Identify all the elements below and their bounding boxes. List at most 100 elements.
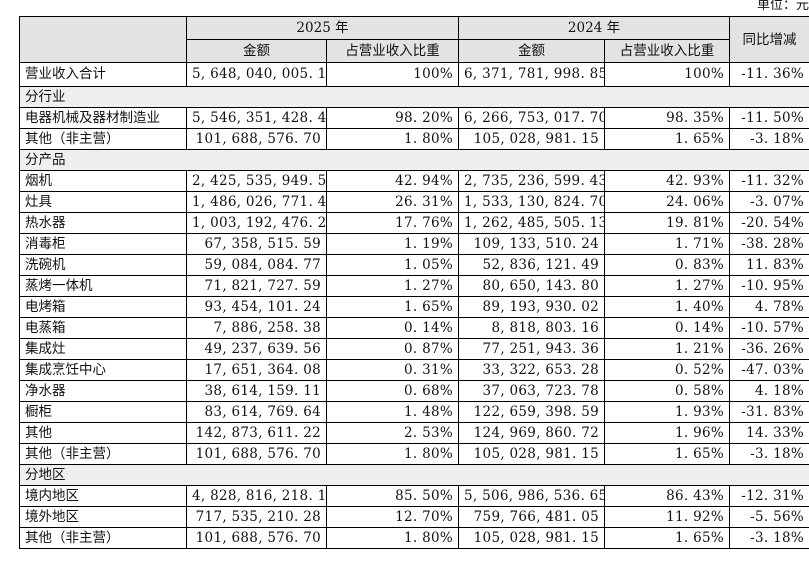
growth-value: -10. 95% bbox=[729, 275, 809, 297]
ratio-2024: 1. 65% bbox=[604, 527, 730, 549]
table-row: 电烤箱 93, 454, 101. 24 1. 65% 89, 193, 930. 0… bbox=[19, 296, 809, 318]
amount-2024: 109, 133, 510. 24 bbox=[458, 233, 605, 255]
header-blank bbox=[19, 16, 187, 63]
growth-value: -38. 28% bbox=[729, 233, 809, 255]
ratio-2024: 1. 96% bbox=[604, 422, 730, 444]
ratio-2025: 0. 31% bbox=[326, 359, 459, 381]
amount-2025: 83, 614, 769. 64 bbox=[186, 401, 327, 423]
amount-2024: 1, 533, 130, 824. 70 bbox=[458, 191, 605, 213]
header-year-2024: 2024 年 bbox=[458, 16, 730, 40]
ratio-2024: 1. 65% bbox=[604, 128, 730, 150]
growth-value: -12. 31% bbox=[729, 485, 809, 507]
section-header-row: 分地区 bbox=[19, 464, 809, 486]
ratio-2024: 1. 40% bbox=[604, 296, 730, 318]
ratio-2025: 42. 94% bbox=[326, 170, 459, 192]
row-label: 洗碗机 bbox=[19, 254, 187, 276]
ratio-2025: 26. 31% bbox=[326, 191, 459, 213]
ratio-2024: 98. 35% bbox=[604, 107, 730, 129]
amount-2025: 717, 535, 210. 28 bbox=[186, 506, 327, 528]
ratio-2025: 1. 65% bbox=[326, 296, 459, 318]
ratio-2024: 1. 27% bbox=[604, 275, 730, 297]
growth-value: -47. 03% bbox=[729, 359, 809, 381]
ratio-2024: 1. 93% bbox=[604, 401, 730, 423]
amount-2024: 77, 251, 943. 36 bbox=[458, 338, 605, 360]
amount-2024: 105, 028, 981. 15 bbox=[458, 527, 605, 549]
ratio-2025: 85. 50% bbox=[326, 485, 459, 507]
amount-2024: 8, 818, 803. 16 bbox=[458, 317, 605, 339]
ratio-2025: 1. 19% bbox=[326, 233, 459, 255]
amount-2024: 759, 766, 481. 05 bbox=[458, 506, 605, 528]
growth-value: -3. 18% bbox=[729, 443, 809, 465]
table-row: 集成烹饪中心 17, 651, 364. 08 0. 31% 33, 322, 653… bbox=[19, 359, 809, 381]
growth-value: 4. 78% bbox=[729, 296, 809, 318]
growth-value: -3. 18% bbox=[729, 527, 809, 549]
amount-2024: 1, 262, 485, 505. 13 bbox=[458, 212, 605, 234]
table-row: 电器机械及器材制造业 5, 546, 351, 428. 45 98. 20% 6, … bbox=[19, 107, 809, 129]
row-label: 净水器 bbox=[19, 380, 187, 402]
growth-value: -20. 54% bbox=[729, 212, 809, 234]
section-title: 分行业 bbox=[19, 86, 809, 108]
row-label: 境外地区 bbox=[19, 506, 187, 528]
table-row: 境外地区 717, 535, 210. 28 12. 70% 759, 766, 48… bbox=[19, 506, 809, 528]
section-title: 分产品 bbox=[19, 149, 809, 171]
growth-value: -10. 57% bbox=[729, 317, 809, 339]
amount-2024: 37, 063, 723. 78 bbox=[458, 380, 605, 402]
table-row: 净水器 38, 614, 159. 11 0. 68% 37, 063, 723. 7… bbox=[19, 380, 809, 402]
ratio-2024: 0. 58% bbox=[604, 380, 730, 402]
amount-2025: 142, 873, 611. 22 bbox=[186, 422, 327, 444]
amount-2025: 59, 084, 084. 77 bbox=[186, 254, 327, 276]
ratio-2025: 1. 80% bbox=[326, 128, 459, 150]
section-header-row: 分产品 bbox=[19, 149, 809, 171]
ratio-2025: 1. 27% bbox=[326, 275, 459, 297]
ratio-2024: 24. 06% bbox=[604, 191, 730, 213]
table-row: 电蒸箱 7, 886, 258. 38 0. 14% 8, 818, 803. 16 0… bbox=[19, 317, 809, 339]
growth-value: 11. 83% bbox=[729, 254, 809, 276]
amount-2025: 71, 821, 727. 59 bbox=[186, 275, 327, 297]
row-label: 集成烹饪中心 bbox=[19, 359, 187, 381]
growth-value: -31. 83% bbox=[729, 401, 809, 423]
table-row: 其他（非主营） 101, 688, 576. 70 1. 80% 105, 028, … bbox=[19, 443, 809, 465]
amount-2024: 89, 193, 930. 02 bbox=[458, 296, 605, 318]
amount-2024: 52, 836, 121. 49 bbox=[458, 254, 605, 276]
ratio-2025: 1. 80% bbox=[326, 443, 459, 465]
amount-2024: 6, 371, 781, 998. 85 bbox=[458, 62, 605, 87]
ratio-2025: 100% bbox=[326, 62, 459, 87]
table-row: 热水器 1, 003, 192, 476. 28 17. 76% 1, 262, 48… bbox=[19, 212, 809, 234]
amount-2024: 5, 506, 986, 536. 65 bbox=[458, 485, 605, 507]
amount-2024: 6, 266, 753, 017. 70 bbox=[458, 107, 605, 129]
row-label: 灶具 bbox=[19, 191, 187, 213]
table-row: 洗碗机 59, 084, 084. 77 1. 05% 52, 836, 121. 4… bbox=[19, 254, 809, 276]
section-title: 分地区 bbox=[19, 464, 809, 486]
ratio-2025: 1. 05% bbox=[326, 254, 459, 276]
amount-2024: 33, 322, 653. 28 bbox=[458, 359, 605, 381]
amount-2025: 93, 454, 101. 24 bbox=[186, 296, 327, 318]
row-label: 其他（非主营） bbox=[19, 527, 187, 549]
row-label: 烟机 bbox=[19, 170, 187, 192]
amount-2025: 1, 486, 026, 771. 49 bbox=[186, 191, 327, 213]
amount-2024: 105, 028, 981. 15 bbox=[458, 128, 605, 150]
growth-value: -5. 56% bbox=[729, 506, 809, 528]
table-row: 集成灶 49, 237, 639. 56 0. 87% 77, 251, 943. 3… bbox=[19, 338, 809, 360]
table-row: 烟机 2, 425, 535, 949. 50 42. 94% 2, 735, 236… bbox=[19, 170, 809, 192]
row-label: 电烤箱 bbox=[19, 296, 187, 318]
growth-value: 4. 18% bbox=[729, 380, 809, 402]
table-row: 其他（非主营） 101, 688, 576. 70 1. 80% 105, 028, … bbox=[19, 128, 809, 150]
row-label: 集成灶 bbox=[19, 338, 187, 360]
ratio-2025: 0. 87% bbox=[326, 338, 459, 360]
ratio-2024: 19. 81% bbox=[604, 212, 730, 234]
row-label: 橱柜 bbox=[19, 401, 187, 423]
ratio-2025: 12. 70% bbox=[326, 506, 459, 528]
growth-value: -11. 36% bbox=[729, 62, 809, 87]
ratio-2025: 0. 68% bbox=[326, 380, 459, 402]
row-label: 其他 bbox=[19, 422, 187, 444]
ratio-2025: 98. 20% bbox=[326, 107, 459, 129]
ratio-2024: 100% bbox=[604, 62, 730, 87]
header-amount-2024: 金额 bbox=[458, 39, 605, 63]
row-label: 其他（非主营） bbox=[19, 128, 187, 150]
ratio-2025: 0. 14% bbox=[326, 317, 459, 339]
table-row: 灶具 1, 486, 026, 771. 49 26. 31% 1, 533, 130… bbox=[19, 191, 809, 213]
table-row: 消毒柜 67, 358, 515. 59 1. 19% 109, 133, 510. … bbox=[19, 233, 809, 255]
amount-2025: 5, 546, 351, 428. 45 bbox=[186, 107, 327, 129]
row-label: 营业收入合计 bbox=[19, 62, 187, 87]
table-row: 橱柜 83, 614, 769. 64 1. 48% 122, 659, 398. 5… bbox=[19, 401, 809, 423]
